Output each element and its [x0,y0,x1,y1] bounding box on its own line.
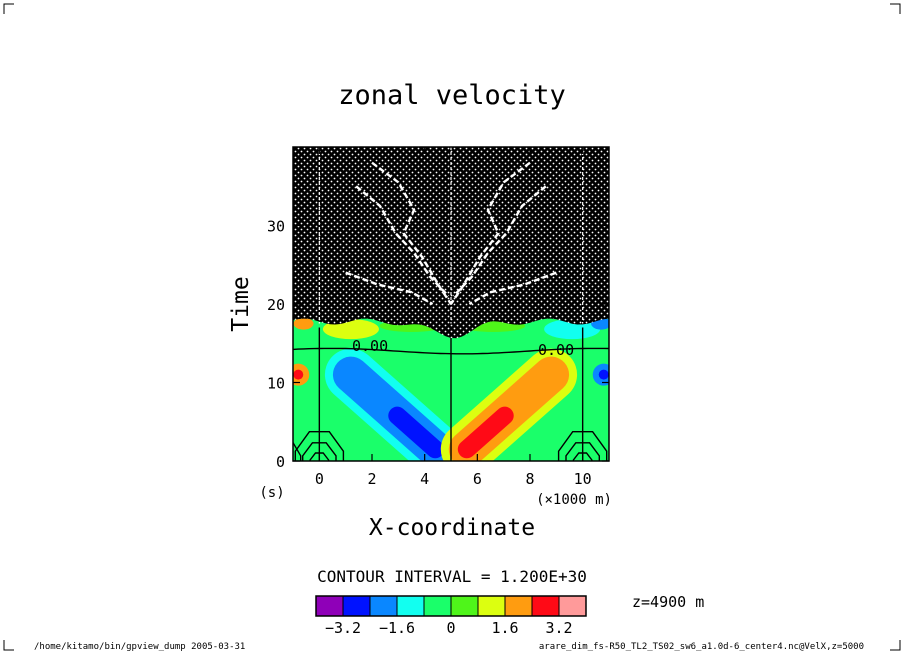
y-tick-label-2: 20 [267,296,285,314]
colorbar-label-2: 0 [446,619,455,637]
zero-line-horizontal [293,347,609,355]
colorbar-label-0: −3.2 [325,619,361,637]
colorbar-swatch-6 [477,595,506,617]
contour-label-left: 0.00 [352,337,388,355]
band-layer-2 [388,406,445,459]
cell-ring-0 [557,431,608,461]
positive-band [440,348,578,461]
x-tick-label-5: 10 [574,470,592,488]
y-tick-label-0: 0 [276,453,285,471]
x-unit-label: (×1000 m) [536,492,612,508]
negative-band [324,348,462,461]
colorbar: −3.2 −1.6 0 1.6 3.2 [315,595,587,637]
x-tick-label-0: 0 [315,470,324,488]
noise-streak-1 [355,185,450,297]
corner-mark-tr [890,3,901,14]
contour-interval-label: CONTOUR INTERVAL = 1.200E+30 [317,567,587,586]
y-unit-label: (s) [259,485,284,501]
colorbar-label-4: 3.2 [545,619,572,637]
y-axis-label: Time [228,276,254,331]
band-layer-2 [457,406,514,459]
level-label: z=4900 m [632,593,704,611]
colorbar-swatch-0 [315,595,344,617]
contour-lines [293,327,609,461]
colorbar-swatch-8 [531,595,560,617]
corner-mark-tl [3,3,14,14]
cell-ring-2 [572,452,593,461]
chart-title: zonal velocity [338,80,566,111]
corner-mark-br [890,640,901,651]
x-tick-label-2: 4 [420,470,429,488]
y-tick-label-3: 30 [267,218,285,236]
cell-ring-0 [294,431,345,461]
strip-orange [293,317,314,330]
colorbar-swatch-2 [369,595,398,617]
colorbar-swatch-3 [396,595,425,617]
colorbar-swatch-5 [450,595,479,617]
colorbar-swatch-4 [423,595,452,617]
y-axis: 0 10 20 30 [267,218,609,471]
corner-marks [3,3,901,651]
colorbar-frame [315,595,587,617]
x-tick-label-4: 8 [525,470,534,488]
bottom-cell-left [294,431,345,461]
cell-ring-1 [302,442,337,461]
cell-ring-1 [565,442,600,461]
colorbar-swatch-1 [342,595,371,617]
noise-streak-0 [371,161,452,305]
cell-ring-2 [309,452,330,461]
corner-mark-bl [3,640,14,651]
plot-area [293,147,609,461]
noise-streak-3 [452,185,547,297]
y-tick-label-1: 10 [267,375,285,393]
contour-label-right: 0.00 [538,341,574,359]
edge-cell-3 [598,369,609,380]
x-tick-label-3: 6 [473,470,482,488]
strip-cyan [544,319,601,340]
x-tick-label-1: 2 [367,470,376,488]
colorbar-swatch-9 [558,595,587,617]
bottom-cell-right [557,431,608,461]
noise-streak-2 [450,161,531,305]
colorbar-label-3: 1.6 [491,619,518,637]
x-axis-label: X-coordinate [369,515,535,541]
footer-left: /home/kitamo/bin/gpview_dump 2005-03-31 [34,642,245,652]
colorbar-swatch-7 [504,595,533,617]
x-axis: 0 2 4 6 8 10 [315,147,592,488]
footer-right: arare_dim_fs-R50_TL2_TS02_sw6_a1.0d-6_ce… [539,642,864,652]
edge-cell-2 [293,369,304,380]
colorbar-label-1: −1.6 [379,619,415,637]
noise-region [293,147,609,339]
